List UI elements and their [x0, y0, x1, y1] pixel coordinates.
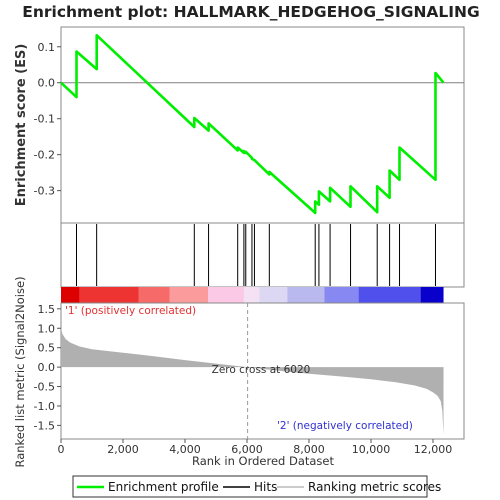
- metric-y-tick-label: 1.0: [38, 322, 56, 335]
- rank-x-axis: 0 2,000 4,000 6,000 8,000 10,000 12,000: [58, 439, 453, 456]
- es-panel-frame: [60, 26, 465, 224]
- rank-axis-title: Rank in Ordered Dataset: [192, 454, 335, 468]
- metric-y-axis: 1.5 1.0 0.5 0.0 -0.5 -1.0 -1.5: [34, 303, 61, 432]
- zero-cross-label: Zero cross at 6020: [212, 364, 311, 376]
- rank-x-tick-label: 2,000: [107, 443, 139, 456]
- legend-metric-label: Ranking metric scores: [308, 480, 441, 494]
- hits-panel: [76, 224, 436, 286]
- color-bar-segment: [420, 287, 444, 303]
- es-y-tick-label: 0.1: [38, 41, 56, 54]
- color-bar-segment: [358, 287, 421, 303]
- color-bar-segment: [243, 287, 260, 303]
- es-y-tick-label: -0.1: [34, 113, 55, 126]
- color-bar-segment: [138, 287, 170, 303]
- es-profile-line: [60, 33, 445, 215]
- es-y-tick-label: 0.0: [38, 77, 56, 90]
- es-profile-polyline: [60, 33, 445, 215]
- color-bar-segment: [169, 287, 209, 303]
- es-axis-title: Enrichment score (ES): [14, 44, 29, 207]
- legend-hits-label: Hits: [254, 480, 277, 494]
- legend-enrichment-label: Enrichment profile: [108, 480, 219, 494]
- metric-y-tick-label: -1.0: [34, 400, 55, 413]
- metric-y-tick-label: 0.5: [38, 342, 56, 355]
- es-y-axis: 0.1 0.0 -0.1 -0.2 -0.3: [34, 41, 61, 198]
- hits-panel-frame: [60, 222, 465, 288]
- es-y-tick-label: -0.2: [34, 149, 55, 162]
- chart-title: Enrichment plot: HALLMARK_HEDGEHOG_SIGNA…: [22, 3, 480, 21]
- positive-correlation-label: '1' (positively correlated): [65, 305, 196, 317]
- rank-x-tick-label: 0: [58, 443, 65, 456]
- metric-axis-title: Ranked list metric (Signal2Noise): [13, 276, 27, 467]
- rank-x-tick-label: 6,000: [231, 443, 263, 456]
- color-bar-segment: [324, 287, 359, 303]
- color-bar-segment: [79, 287, 139, 303]
- rank-x-tick-label: 10,000: [352, 443, 391, 456]
- color-bar-segment: [259, 287, 288, 303]
- rank-x-tick-label: 12,000: [414, 443, 453, 456]
- color-bar-segment: [61, 287, 80, 303]
- ranked-color-bar: [61, 287, 444, 303]
- metric-y-tick-label: -0.5: [34, 381, 55, 394]
- color-bar-segment: [208, 287, 244, 303]
- color-bar-segment: [287, 287, 325, 303]
- rank-x-tick-label: 8,000: [293, 443, 325, 456]
- ranking-metric-area: [61, 303, 444, 439]
- metric-y-tick-label: 0.0: [38, 361, 56, 374]
- metric-y-tick-label: 1.5: [38, 303, 56, 316]
- rank-x-tick-label: 4,000: [169, 443, 201, 456]
- metric-y-tick-label: -1.5: [34, 419, 55, 432]
- negative-correlation-label: '2' (negatively correlated): [277, 420, 413, 432]
- es-y-tick-label: -0.3: [34, 185, 55, 198]
